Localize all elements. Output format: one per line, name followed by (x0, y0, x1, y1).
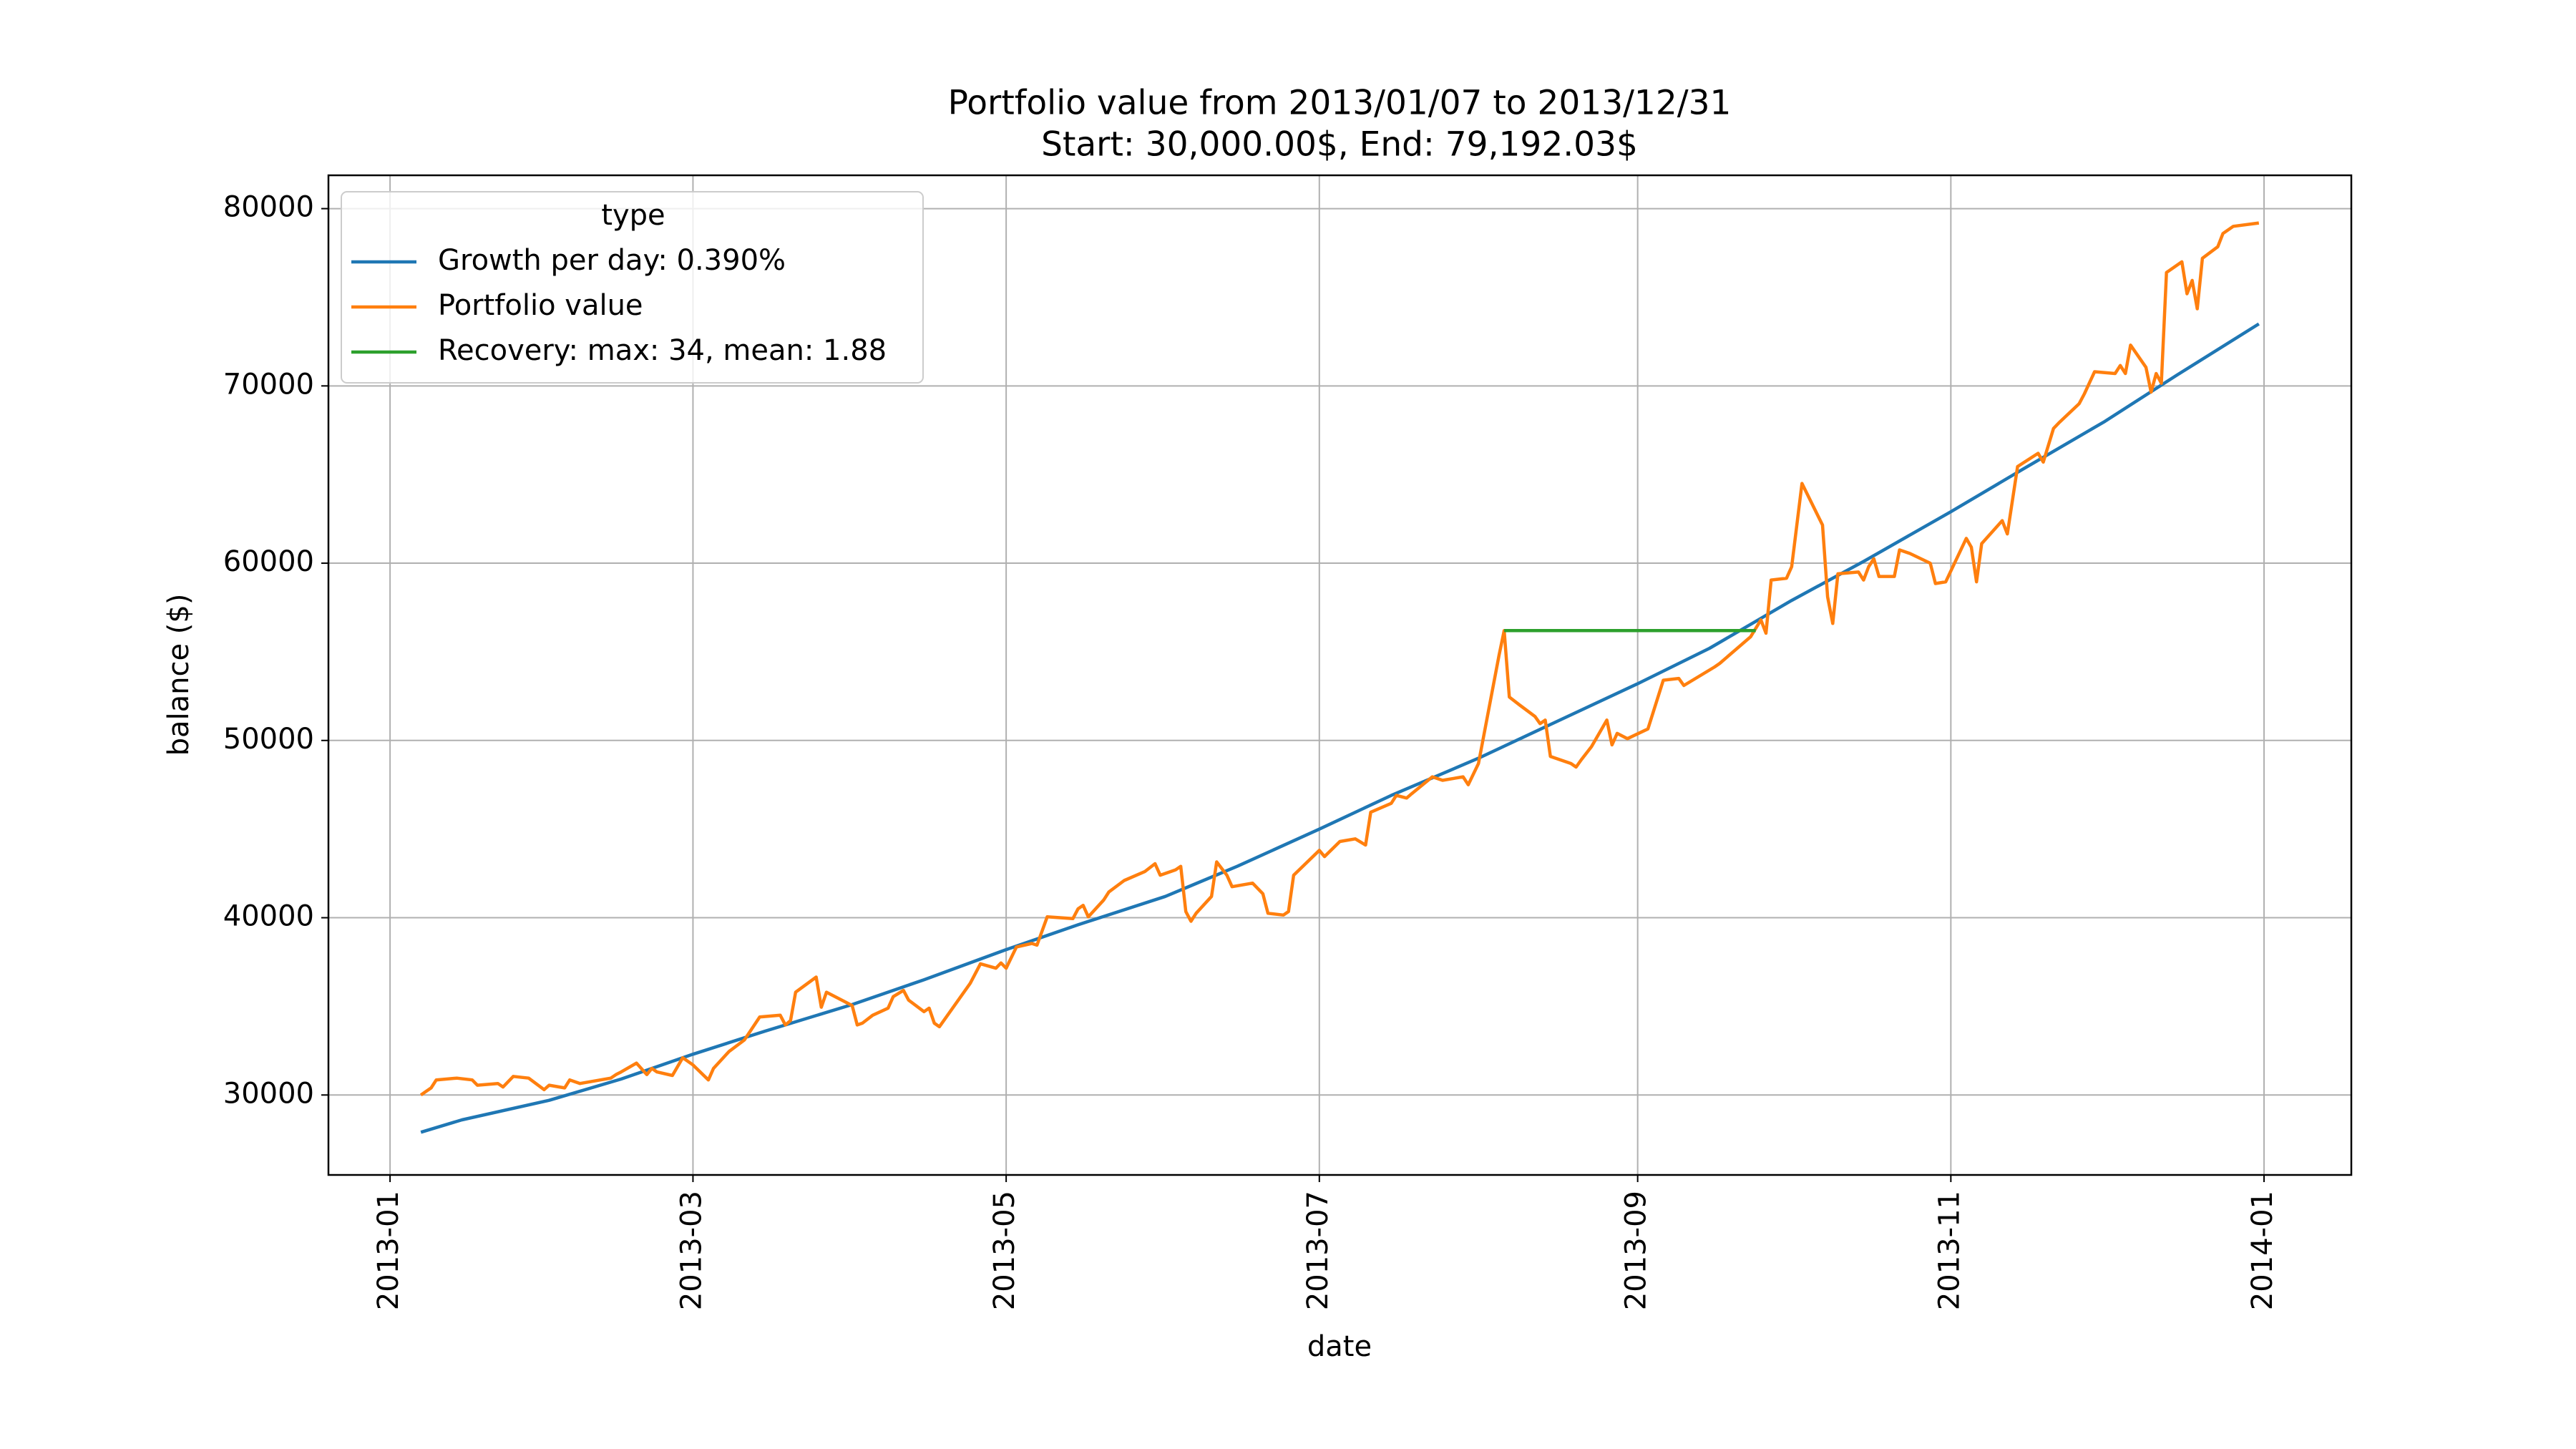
chart-title: Portfolio value from 2013/01/07 to 2013/… (948, 84, 1732, 123)
x-tick-label: 2013-05 (988, 1191, 1021, 1310)
legend-label: Portfolio value (438, 289, 643, 322)
y-tick-label: 60000 (223, 545, 314, 578)
legend-label: Growth per day: 0.390% (438, 244, 786, 277)
y-tick-label: 70000 (223, 368, 314, 401)
x-tick-label: 2013-09 (1620, 1191, 1653, 1310)
y-tick-label: 80000 (223, 191, 314, 224)
plot-frame (327, 174, 2353, 1176)
series-line (420, 322, 2260, 1134)
legend-label: Recovery: max: 34, mean: 1.88 (438, 334, 887, 367)
x-axis-label: date (1307, 1330, 1372, 1363)
legend-title: type (601, 199, 665, 232)
y-tick-label: 30000 (223, 1077, 314, 1110)
x-tick-label: 2013-07 (1302, 1191, 1335, 1310)
series-line (419, 221, 2260, 1097)
y-tick-label: 50000 (223, 723, 314, 756)
y-tick-label: 40000 (223, 900, 314, 933)
x-tick-label: 2014-01 (2246, 1191, 2279, 1310)
x-tick-label: 2013-11 (1933, 1191, 1966, 1310)
y-axis-label: balance ($) (162, 594, 195, 756)
x-tick-label: 2013-01 (372, 1191, 405, 1310)
chart-subtitle: Start: 30,000.00$, End: 79,192.03$ (1041, 125, 1638, 165)
legend-box (341, 191, 924, 384)
x-tick-label: 2013-03 (675, 1191, 708, 1310)
